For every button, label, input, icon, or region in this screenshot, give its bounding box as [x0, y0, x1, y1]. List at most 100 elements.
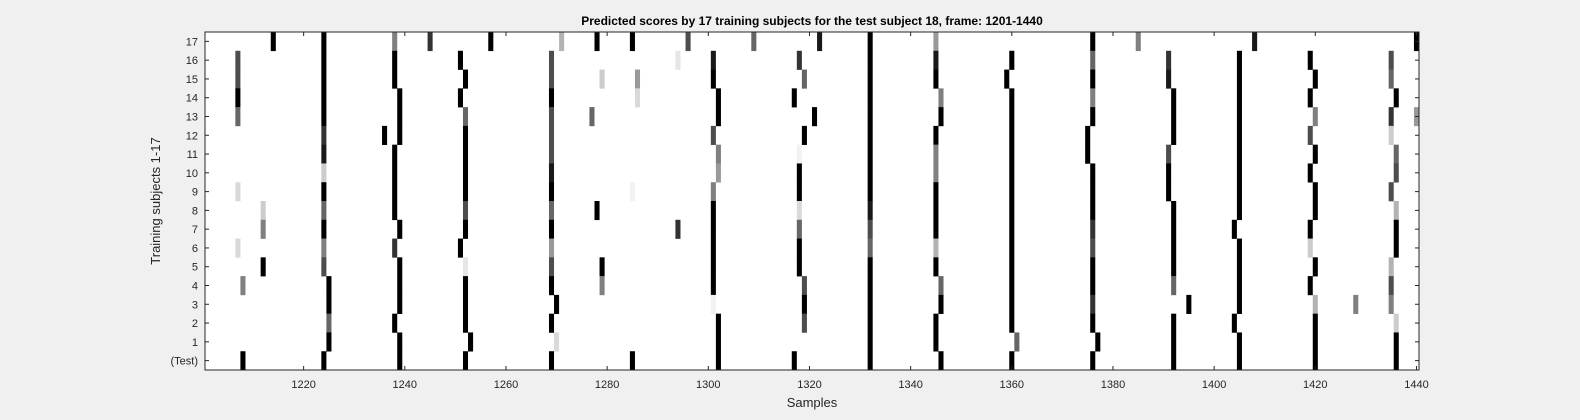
heatmap-cell: [1231, 219, 1237, 239]
heatmap-cell: [867, 294, 873, 314]
heatmap-cell: [1236, 69, 1242, 89]
heatmap-cell: [1009, 182, 1015, 202]
heatmap-cell: [938, 107, 944, 127]
x-axis-label: Samples: [787, 395, 838, 410]
x-tick-label: 1300: [696, 379, 720, 391]
heatmap-cell: [554, 294, 560, 314]
heatmap-cell: [715, 144, 721, 164]
heatmap-cell: [933, 125, 939, 145]
heatmap-cell: [457, 50, 463, 70]
heatmap-cell: [791, 88, 797, 108]
heatmap-cell: [548, 182, 555, 202]
heatmap-cell: [240, 351, 246, 371]
heatmap-cell: [1171, 351, 1177, 371]
heatmap-cell: [796, 201, 802, 221]
heatmap-cell: [1393, 163, 1399, 183]
heatmap-cell: [867, 88, 873, 108]
heatmap-cell: [675, 50, 681, 70]
heatmap-cell: [933, 238, 939, 258]
heatmap-cell: [1171, 88, 1177, 108]
heatmap-cell: [548, 219, 555, 239]
heatmap-cell: [1388, 125, 1394, 145]
heatmap-cell: [1009, 313, 1015, 333]
heatmap-cell: [599, 257, 605, 277]
heatmap-cell: [1171, 257, 1177, 277]
heatmap-cell: [629, 351, 635, 371]
heatmap-cell: [867, 144, 873, 164]
heatmap-cell: [1171, 107, 1177, 127]
heatmap-cell: [867, 238, 873, 258]
heatmap-cell: [710, 294, 716, 314]
y-tick-label: 12: [186, 130, 198, 142]
heatmap-cell: [933, 313, 939, 333]
heatmap-cell: [548, 201, 555, 221]
heatmap-cell: [462, 107, 469, 127]
heatmap-cell: [1312, 313, 1318, 333]
heatmap-cell: [1090, 238, 1096, 258]
heatmap-cell: [1388, 257, 1394, 277]
y-tick-label: 6: [192, 243, 198, 255]
heatmap-cells: [235, 32, 1419, 371]
heatmap-cell: [1009, 351, 1015, 371]
heatmap-cell: [548, 50, 555, 70]
heatmap-cell: [392, 50, 398, 70]
heatmap-cell: [462, 201, 469, 221]
heatmap-cell: [1009, 238, 1015, 258]
heatmap-cell: [1307, 125, 1313, 145]
heatmap-cell: [392, 313, 398, 333]
heatmap-cell: [801, 125, 807, 145]
y-tick-label: 16: [186, 55, 198, 67]
heatmap-cell: [326, 294, 332, 314]
heatmap-cell: [1014, 332, 1020, 352]
heatmap-cell: [1307, 88, 1313, 108]
heatmap-cell: [1388, 107, 1394, 127]
heatmap-cell: [1236, 107, 1242, 127]
x-tick-label: 1220: [291, 379, 315, 391]
y-tick-label: (Test): [171, 356, 199, 368]
heatmap-cell: [548, 144, 555, 164]
heatmap-cell: [938, 351, 944, 371]
heatmap-cell: [1009, 257, 1015, 277]
heatmap-cell: [933, 32, 939, 52]
heatmap-cell: [397, 219, 403, 239]
heatmap-cell: [326, 332, 332, 352]
heatmap-cell: [599, 69, 605, 89]
heatmap-cell: [1009, 219, 1015, 239]
heatmap-cell: [321, 125, 327, 145]
heatmap-cell: [1393, 201, 1399, 221]
heatmap-cell: [397, 88, 403, 108]
x-tick-label: 1280: [595, 379, 619, 391]
heatmap-cell: [1393, 219, 1399, 239]
plot-border: [204, 31, 1420, 371]
heatmap-cell: [392, 238, 398, 258]
heatmap-cell: [867, 276, 873, 296]
heatmap-cell: [1009, 107, 1015, 127]
heatmap-cell: [710, 69, 716, 89]
heatmap-cell: [1388, 276, 1394, 296]
x-tick-label: 1240: [393, 379, 417, 391]
heatmap-cell: [710, 182, 716, 202]
heatmap-cell: [1090, 219, 1096, 239]
x-tick-label: 1420: [1303, 379, 1327, 391]
heatmap-cell: [675, 219, 681, 239]
heatmap-cell: [462, 144, 469, 164]
heatmap-cell: [801, 276, 807, 296]
heatmap-cell: [715, 107, 721, 127]
heatmap-cell: [548, 163, 555, 183]
heatmap-cell: [1393, 238, 1399, 258]
heatmap-cell: [801, 69, 807, 89]
heatmap-cell: [392, 201, 398, 221]
y-tick-label: 10: [186, 168, 198, 180]
heatmap-cell: [488, 32, 494, 52]
heatmap-cell: [1009, 50, 1015, 70]
heatmap-cell: [321, 351, 327, 371]
heatmap-cell: [938, 88, 944, 108]
y-axis-label: Training subjects 1-17: [148, 137, 163, 264]
heatmap-cell: [1171, 332, 1177, 352]
heatmap-cell: [326, 313, 332, 333]
heatmap-cell: [321, 257, 327, 277]
heatmap-cell: [1388, 50, 1394, 70]
heatmap-cell: [326, 276, 332, 296]
heatmap-cell: [548, 238, 555, 258]
